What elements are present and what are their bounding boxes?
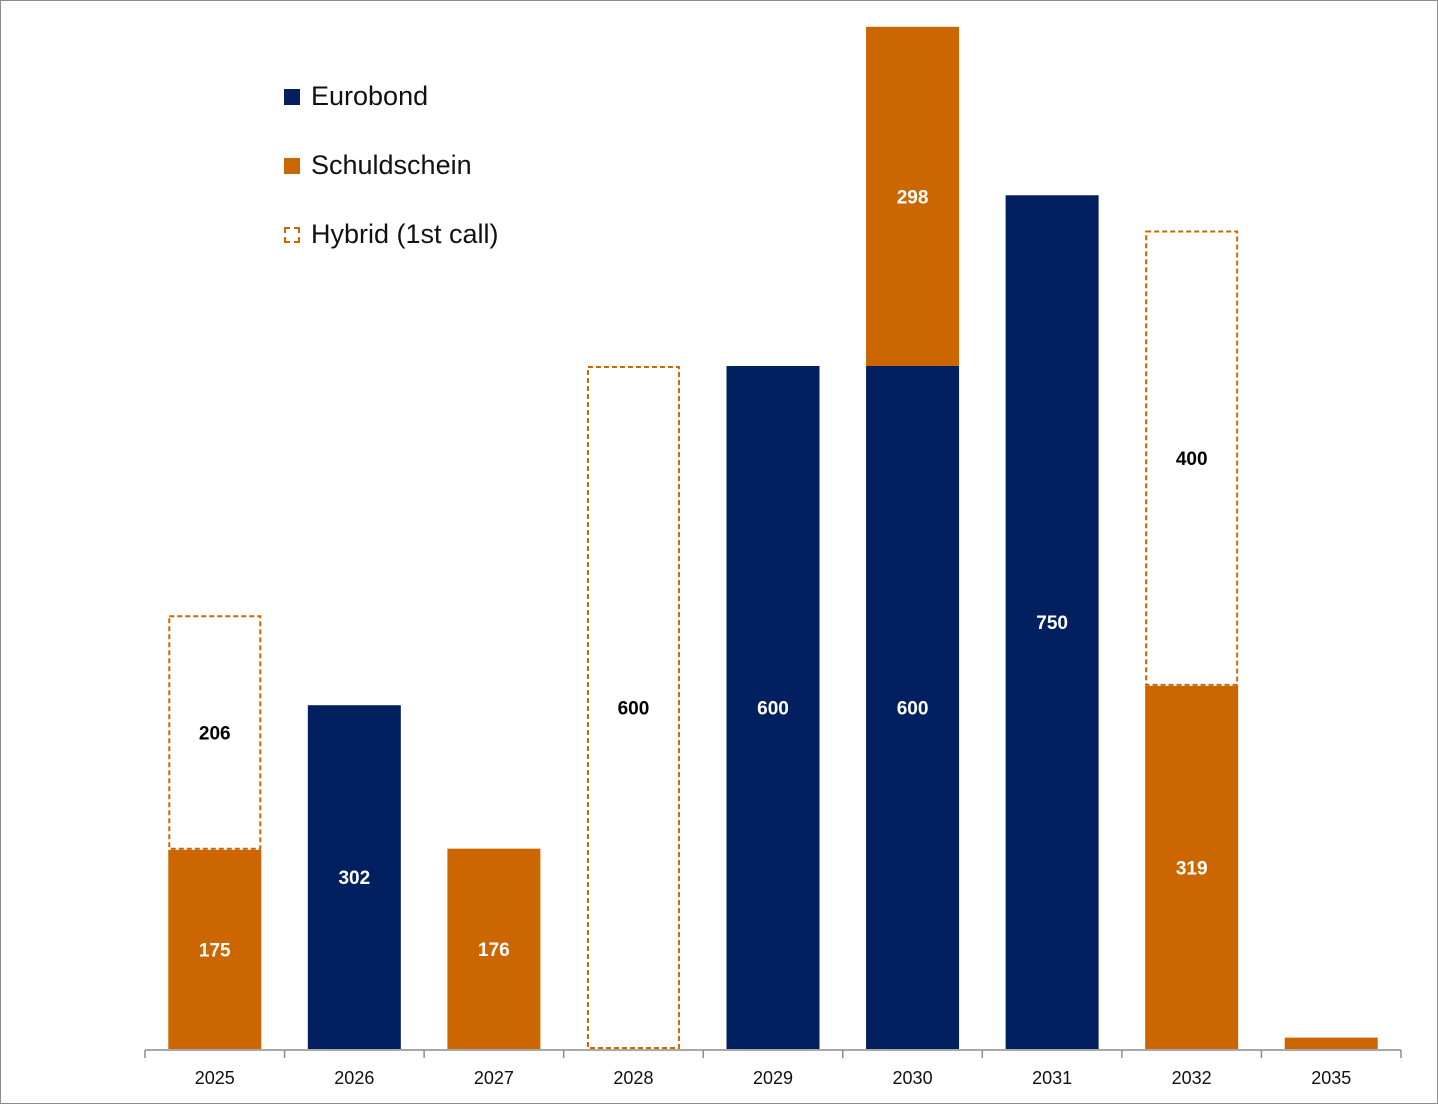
legend-swatch-schuldschein bbox=[284, 157, 300, 174]
legend-label: Hybrid (1st call) bbox=[311, 219, 499, 249]
legend-swatch-eurobond bbox=[284, 88, 300, 105]
bar-schuldschein-2025 bbox=[168, 849, 262, 1049]
x-tick-label: 2035 bbox=[1311, 1068, 1351, 1088]
bar-hybrid-1st-call-2025 bbox=[168, 615, 262, 850]
bar-eurobond-2029 bbox=[726, 366, 820, 1049]
legend-swatch-hybrid bbox=[284, 226, 300, 243]
bar-eurobond-2031 bbox=[1005, 195, 1099, 1049]
data-label: 600 bbox=[618, 699, 650, 720]
legend-item-hybrid: Hybrid (1st call) bbox=[284, 200, 499, 269]
x-tick-label: 2030 bbox=[893, 1068, 933, 1088]
x-tick-label: 2031 bbox=[1032, 1068, 1072, 1088]
bar-schuldschein-2032 bbox=[1145, 685, 1239, 1049]
bar-schuldschein-2027 bbox=[447, 848, 541, 1049]
bar-schuldschein-2035 bbox=[1284, 1037, 1378, 1049]
bar-eurobond-2030 bbox=[866, 366, 960, 1049]
bar-schuldschein-2030 bbox=[866, 26, 960, 366]
data-label: 176 bbox=[478, 940, 510, 961]
bar-hybrid-1st-call-2032 bbox=[1145, 230, 1239, 686]
x-tick-label: 2025 bbox=[195, 1068, 235, 1088]
bar-eurobond-2026 bbox=[307, 705, 401, 1049]
data-label: 750 bbox=[1036, 613, 1068, 634]
legend: Eurobond Schuldschein Hybrid (1st call) bbox=[284, 62, 499, 269]
x-tick-label: 2029 bbox=[753, 1068, 793, 1088]
data-label: 319 bbox=[1176, 858, 1208, 879]
data-label: 298 bbox=[897, 187, 929, 208]
legend-label: Schuldschein bbox=[311, 150, 472, 180]
data-label: 600 bbox=[757, 699, 789, 720]
legend-item-schuldschein: Schuldschein bbox=[284, 131, 499, 200]
legend-label: Eurobond bbox=[311, 81, 429, 111]
data-label: 400 bbox=[1176, 449, 1208, 470]
x-tick-label: 2028 bbox=[613, 1068, 653, 1088]
bar-hybrid-1st-call-2028 bbox=[586, 366, 680, 1049]
data-label: 206 bbox=[199, 724, 231, 745]
x-tick-label: 2032 bbox=[1172, 1068, 1212, 1088]
data-label: 302 bbox=[338, 868, 370, 889]
legend-item-eurobond: Eurobond bbox=[284, 62, 499, 131]
data-label: 175 bbox=[199, 940, 231, 961]
x-tick-label: 2027 bbox=[474, 1068, 514, 1088]
x-tick-label: 2026 bbox=[334, 1068, 374, 1088]
data-label: 600 bbox=[897, 699, 929, 720]
